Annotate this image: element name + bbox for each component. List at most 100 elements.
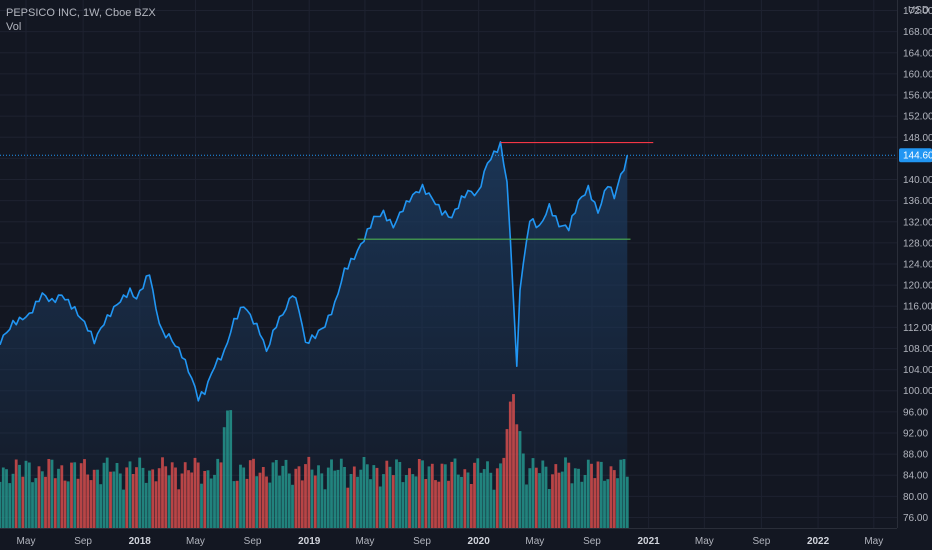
volume-bar [245,478,249,528]
volume-bar [187,470,190,528]
volume-bar [284,459,288,528]
volume-bar [440,463,444,528]
volume-bar [473,462,476,528]
volume-bar [616,478,619,528]
volume-bar [343,467,346,528]
volume-bar [547,489,551,528]
volume-bar [222,427,226,528]
volume-bar [404,475,408,528]
volume-bar [414,476,418,528]
y-tick-label: 136.00 [903,196,932,207]
x-tick-label: 2021 [637,536,660,547]
volume-bar [271,462,275,528]
volume-bar [118,473,122,528]
price-line [0,141,629,402]
volume-bar [180,473,184,528]
volume-bar [57,468,60,528]
volume-bar [154,481,158,528]
volume-bar [508,401,512,528]
volume-bar [265,476,268,528]
volume-bar [206,470,210,528]
last-price-label: 144.60 [903,151,932,162]
volume-bar [570,483,574,528]
volume-bar [219,462,223,528]
volume-bar [515,424,519,528]
volume-bar [580,481,584,528]
volume-bar [128,461,132,528]
volume-bar [382,474,385,528]
volume-bar [460,476,463,528]
volume-bar [92,469,96,528]
volume-bar [466,472,470,528]
volume-bar [122,489,125,528]
volume-bar [291,484,294,528]
volume-bar [203,471,207,528]
volume-bar [369,479,372,528]
volume-bar [125,467,129,528]
volume-bar [560,471,564,528]
currency-label: USD [908,5,929,16]
volume-bar [421,460,424,528]
volume-bar [544,466,548,528]
volume-bar [27,462,31,528]
x-tick-label: May [355,536,374,547]
volume-bar [281,465,285,528]
volume-bar [463,469,467,528]
y-tick-label: 100.00 [903,386,932,397]
volume-bar [424,479,428,528]
volume-bar [534,467,538,528]
volume-bar [427,466,431,528]
volume-bar [339,458,343,528]
volume-bar [323,489,327,528]
y-tick-label: 84.00 [903,471,928,482]
y-tick-label: 120.00 [903,281,932,292]
volume-bar [213,474,216,528]
x-tick-label: May [864,536,883,547]
volume-bar [148,470,151,528]
y-tick-label: 164.00 [903,48,932,59]
volume-bar [235,480,239,528]
volume-bar [541,460,545,528]
volume-bar [34,478,38,528]
volume-bar [131,474,135,528]
x-tick-label: Sep [413,536,431,547]
volume-bar [599,461,603,528]
volume-bar [157,468,161,528]
x-tick-label: May [186,536,205,547]
volume-bar [50,459,54,528]
volume-bar [313,475,317,528]
volume-bar [0,481,2,528]
volume-bar [53,478,57,528]
x-tick-label: 2018 [129,536,152,547]
volume-bar [443,464,447,528]
volume-bar [99,484,103,528]
volume-bar [161,457,164,528]
volume-bar [115,463,119,528]
volume-bar [24,460,28,528]
y-tick-label: 156.00 [903,91,932,102]
volume-bar [596,461,600,528]
volume-bar [378,486,382,528]
y-tick-label: 128.00 [903,238,932,249]
volume-bar [453,458,457,528]
x-tick-label: 2022 [807,536,830,547]
volume-bar [37,466,41,528]
x-tick-label: 2020 [468,536,491,547]
volume-bar [375,467,379,528]
volume-bar [499,463,502,528]
volume-bar [174,467,177,528]
y-tick-label: 132.00 [903,217,932,228]
volume-bar [528,468,532,528]
volume-bar [573,468,577,528]
volume-bar [261,467,265,528]
volume-bar [89,480,93,528]
volume-bar [521,453,525,528]
volume-bar [456,474,460,528]
volume-bar [349,474,353,528]
volume-bar [320,473,324,528]
volume-bar [625,476,629,528]
volume-label: Vol [6,21,22,33]
volume-bar [105,457,109,528]
